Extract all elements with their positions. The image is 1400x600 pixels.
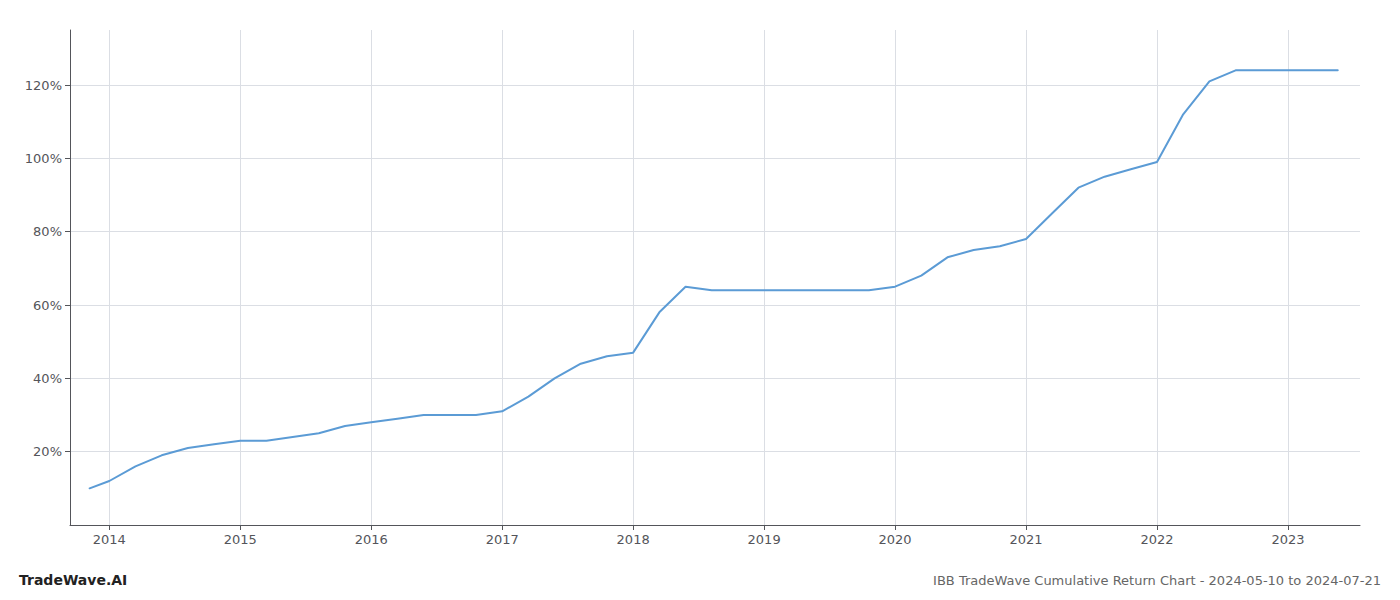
svg-text:2021: 2021 [1009,532,1042,547]
svg-text:2019: 2019 [748,532,781,547]
svg-text:2014: 2014 [93,532,126,547]
svg-text:120%: 120% [25,78,62,93]
svg-text:2022: 2022 [1140,532,1173,547]
svg-text:80%: 80% [33,224,62,239]
svg-text:100%: 100% [25,151,62,166]
svg-text:2020: 2020 [879,532,912,547]
svg-text:2017: 2017 [486,532,519,547]
svg-text:2016: 2016 [355,532,388,547]
svg-text:2015: 2015 [224,532,257,547]
svg-text:40%: 40% [33,371,62,386]
svg-text:IBB TradeWave Cumulative Retur: IBB TradeWave Cumulative Return Chart - … [933,573,1381,588]
svg-text:TradeWave.AI: TradeWave.AI [19,572,127,588]
svg-text:60%: 60% [33,298,62,313]
svg-text:2018: 2018 [617,532,650,547]
svg-text:2023: 2023 [1271,532,1304,547]
svg-text:20%: 20% [33,444,62,459]
